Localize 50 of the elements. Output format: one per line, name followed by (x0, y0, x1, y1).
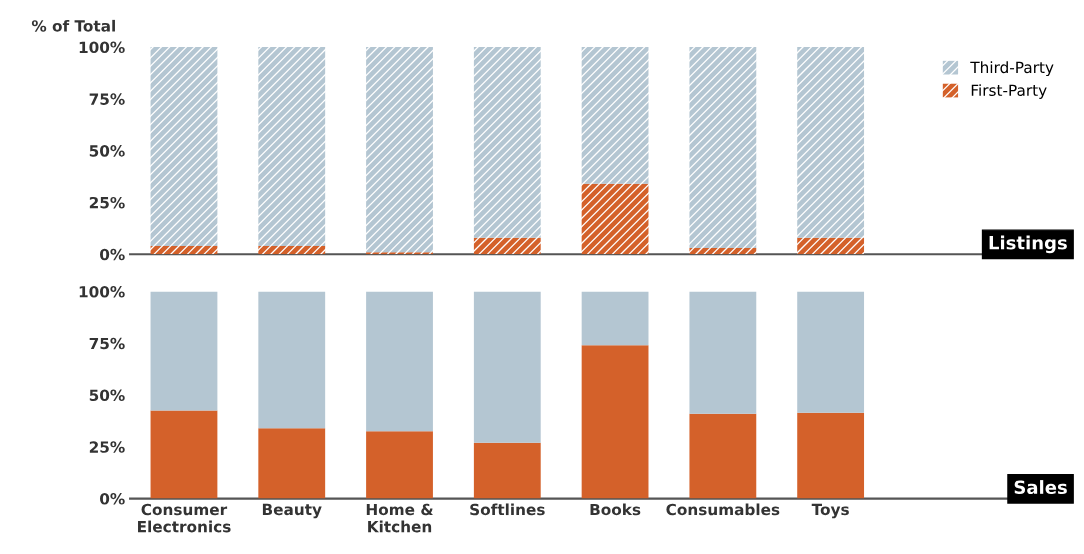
bar (258, 428, 326, 499)
x-tick-label: Softlines (470, 503, 545, 516)
y-tick-label: 75% (89, 93, 125, 105)
bar (473, 291, 541, 443)
x-tick-label: Consumer Electronics (138, 503, 231, 533)
y-tick-label: 25% (89, 441, 125, 453)
bar (366, 291, 433, 432)
bar (581, 183, 649, 255)
bar (581, 345, 649, 499)
bar (258, 291, 326, 429)
bar (366, 431, 433, 499)
x-tick-label: Books (590, 503, 641, 516)
bar (473, 237, 541, 255)
x-tick-label: Toys (811, 503, 849, 519)
bar (581, 291, 649, 346)
bar (150, 291, 218, 411)
legend-label: Third-Party (970, 61, 1054, 77)
bar (150, 410, 218, 499)
bar (258, 47, 326, 246)
x-tick-label: Home & Kitchen (366, 503, 433, 533)
y-tick-label: 0% (100, 248, 125, 261)
bar (366, 47, 433, 253)
bar (689, 413, 757, 499)
bar (150, 47, 218, 246)
y-axis-title: % of Total (31, 19, 115, 32)
bar (797, 291, 865, 413)
text: Sales (1014, 480, 1067, 495)
bar (473, 442, 541, 499)
bar (473, 47, 541, 238)
bar (366, 252, 433, 255)
bar (581, 47, 649, 184)
bar (797, 237, 865, 255)
bar (689, 47, 757, 248)
legend-label: First-Party (971, 84, 1047, 99)
y-tick-label: 100% (79, 285, 125, 298)
bar (797, 47, 865, 238)
y-tick-label: 0% (100, 493, 125, 505)
text: Listings (989, 235, 1067, 254)
bar (150, 245, 218, 255)
x-tick-label: Consumables (666, 503, 780, 516)
bar (689, 247, 757, 255)
bar (797, 412, 865, 499)
y-tick-label: 25% (89, 196, 125, 209)
y-tick-label: 50% (89, 145, 125, 157)
bar (258, 245, 326, 255)
y-tick-label: 75% (89, 337, 125, 350)
y-tick-label: 100% (79, 41, 125, 54)
bar (689, 291, 757, 414)
y-tick-label: 50% (89, 389, 125, 402)
x-tick-label: Beauty (262, 503, 322, 519)
